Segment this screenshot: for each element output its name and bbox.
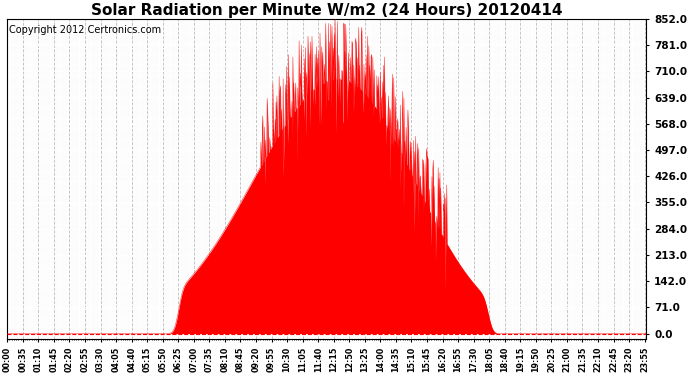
Text: Copyright 2012 Certronics.com: Copyright 2012 Certronics.com <box>8 26 161 35</box>
Title: Solar Radiation per Minute W/m2 (24 Hours) 20120414: Solar Radiation per Minute W/m2 (24 Hour… <box>91 3 562 18</box>
